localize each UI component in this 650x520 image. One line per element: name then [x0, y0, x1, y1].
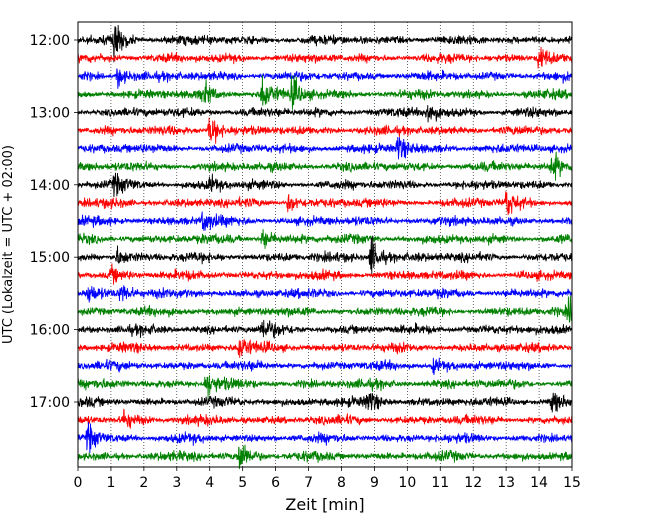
trace-1245 — [77, 74, 573, 110]
seismic-traces — [77, 24, 573, 470]
trace-1715 — [77, 408, 573, 429]
y-tick-label: 15:00 — [30, 250, 70, 266]
x-axis-ticks: 0 1 2 3 4 5 6 7 8 9 10 11 12 13 14 15 — [74, 467, 581, 491]
x-tick-label: 6 — [271, 475, 280, 491]
trace-1600 — [77, 319, 573, 339]
y-tick-label: 14:00 — [30, 178, 70, 194]
trace-1430 — [77, 211, 573, 231]
trace-1745 — [77, 444, 573, 470]
trace-1530 — [77, 285, 573, 303]
x-tick-label: 5 — [238, 475, 247, 491]
trace-1330 — [77, 136, 573, 160]
trace-1400 — [77, 172, 573, 197]
trace-1700 — [77, 392, 573, 413]
x-tick-label: 13 — [497, 475, 515, 491]
x-tick-label: 4 — [205, 475, 214, 491]
trace-1230 — [77, 68, 573, 89]
x-tick-label: 14 — [530, 475, 548, 491]
x-axis-label: Zeit [min] — [285, 495, 364, 514]
y-axis-ticks: 12:00 13:00 14:00 15:00 16:00 17:00 — [30, 33, 78, 411]
trace-1415 — [77, 191, 573, 216]
trace-1730 — [77, 422, 573, 453]
trace-1630 — [77, 357, 573, 375]
x-tick-label: 15 — [563, 475, 581, 491]
x-tick-label: 12 — [464, 475, 482, 491]
trace-1645 — [77, 375, 573, 399]
x-tick-label: 3 — [172, 475, 181, 491]
x-tick-label: 2 — [139, 475, 148, 491]
trace-1215 — [77, 46, 573, 69]
trace-1500 — [77, 235, 573, 276]
trace-1200 — [77, 24, 573, 63]
y-tick-label: 16:00 — [30, 323, 70, 339]
trace-1615 — [77, 338, 573, 358]
y-tick-label: 13:00 — [30, 105, 70, 121]
y-tick-label: 17:00 — [30, 395, 70, 411]
trace-1315 — [77, 117, 573, 144]
vertical-gridlines — [110, 22, 540, 467]
trace-1345 — [77, 151, 573, 181]
x-tick-label: 11 — [431, 475, 449, 491]
y-axis-label: UTC (Lokalzeit = UTC + 02:00) — [1, 145, 16, 344]
trace-1445 — [77, 229, 573, 249]
plot-frame — [77, 21, 573, 468]
x-tick-label: 10 — [398, 475, 416, 491]
x-tick-label: 9 — [370, 475, 379, 491]
x-tick-label: 0 — [74, 475, 83, 491]
y-tick-label: 12:00 — [30, 33, 70, 49]
trace-1300 — [77, 105, 573, 123]
trace-1545 — [77, 295, 573, 323]
x-tick-label: 7 — [304, 475, 313, 491]
trace-1515 — [77, 263, 573, 285]
x-tick-label: 1 — [106, 475, 115, 491]
x-tick-label: 8 — [337, 475, 346, 491]
